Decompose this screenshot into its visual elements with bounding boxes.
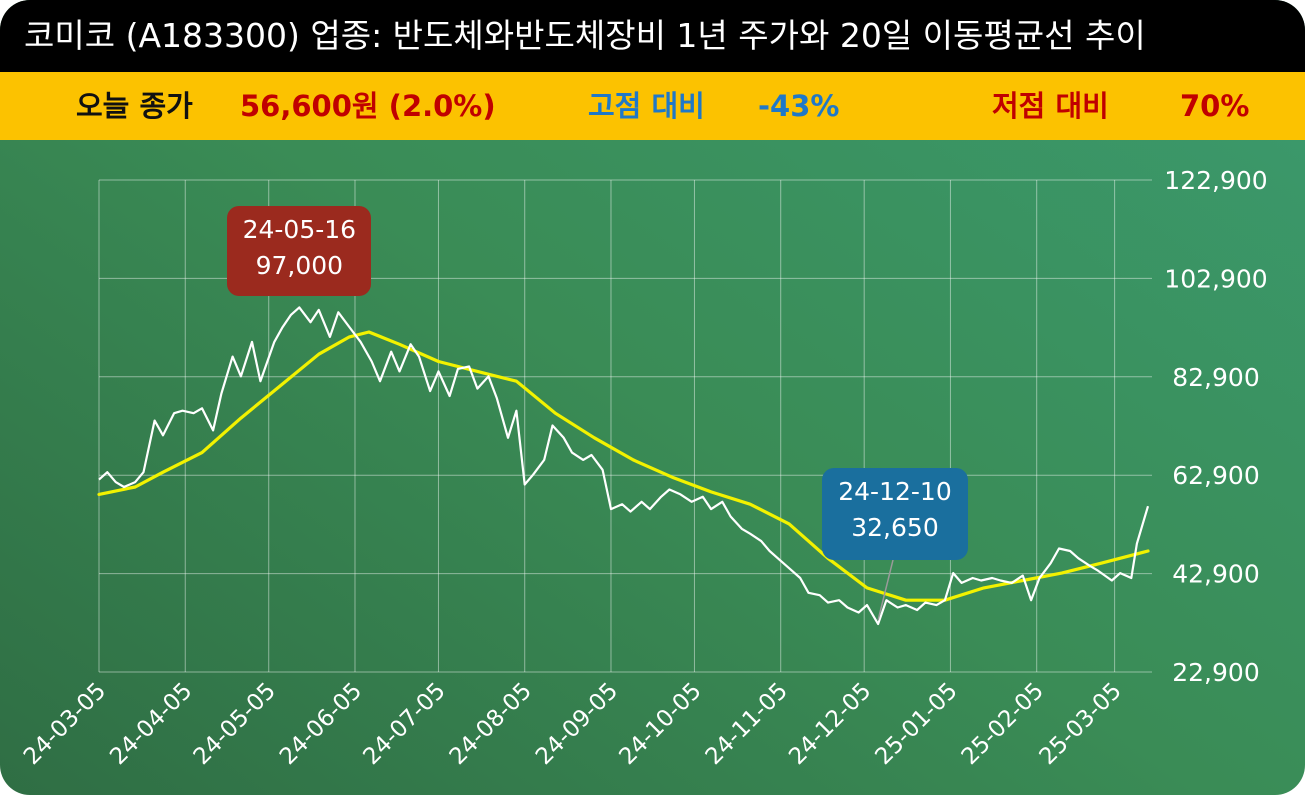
high-callout: 24-05-16 97,000 xyxy=(227,206,372,296)
x-tick-label: 25-02-05 xyxy=(957,678,1049,770)
y-tick-label: 102,900 xyxy=(1164,264,1267,293)
x-tick-label: 24-09-05 xyxy=(531,678,623,770)
close-value: 56,600원 (2.0%) xyxy=(240,89,496,123)
x-tick-label: 24-06-05 xyxy=(275,678,367,770)
low-callout-date: 24-12-10 xyxy=(838,477,952,506)
high-callout-value: 97,000 xyxy=(255,251,344,280)
chart-title: 코미코 (A183300) 업종: 반도체와반도체장비 1년 주가와 20일 이… xyxy=(0,0,1305,72)
x-tick-label: 25-03-05 xyxy=(1035,678,1127,770)
x-tick-label: 24-07-05 xyxy=(358,678,450,770)
y-tick-label: 62,900 xyxy=(1172,461,1259,490)
summary-bar: 오늘 종가 56,600원 (2.0%) 고점 대비 -43% 저점 대비 70… xyxy=(0,72,1305,140)
low-compare-label: 저점 대비 xyxy=(992,89,1109,123)
x-tick-label: 24-10-05 xyxy=(614,678,706,770)
x-tick-label: 24-04-05 xyxy=(105,678,197,770)
x-tick-label: 24-05-05 xyxy=(189,678,281,770)
low-callout-value: 32,650 xyxy=(851,513,939,542)
x-tick-label: 24-03-05 xyxy=(19,678,111,770)
x-tick-label: 24-11-05 xyxy=(701,678,793,770)
ma-line xyxy=(97,330,1150,602)
high-compare-value: -43% xyxy=(758,89,840,123)
close-label: 오늘 종가 xyxy=(76,89,193,123)
x-tick-label: 25-01-05 xyxy=(870,678,962,770)
y-tick-label: 122,900 xyxy=(1164,166,1267,195)
low-callout: 24-12-10 32,650 xyxy=(822,468,968,560)
y-tick-label: 22,900 xyxy=(1172,658,1259,687)
high-compare-label: 고점 대비 xyxy=(588,89,705,123)
high-callout-date: 24-05-16 xyxy=(242,215,357,244)
low-leader-line xyxy=(877,559,894,621)
y-tick-label: 82,900 xyxy=(1172,363,1259,392)
x-tick-label: 24-08-05 xyxy=(445,678,537,770)
low-compare-value: 70% xyxy=(1180,89,1250,123)
y-tick-label: 42,900 xyxy=(1172,560,1259,589)
price-line xyxy=(98,306,1150,626)
x-tick-label: 24-12-05 xyxy=(784,678,876,770)
